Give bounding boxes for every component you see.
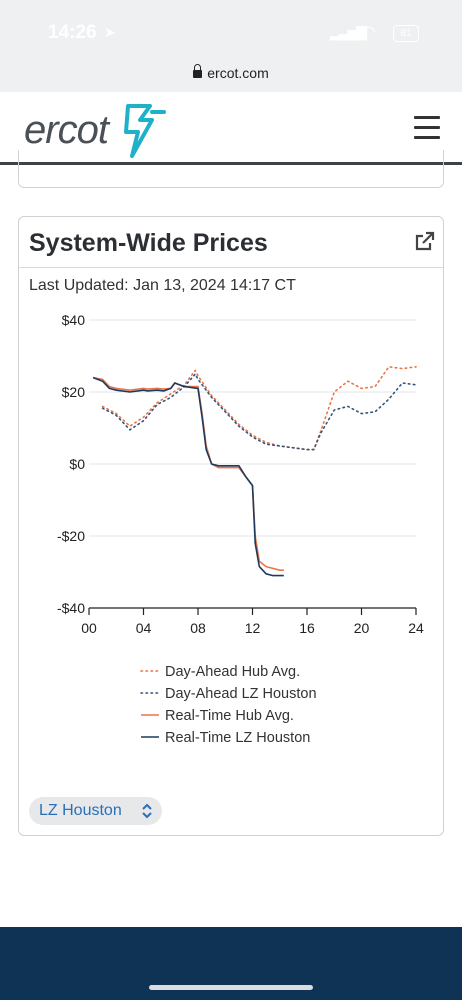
legend-label: Day-Ahead Hub Avg.: [165, 664, 300, 680]
zone-selector-value: LZ Houston: [39, 802, 122, 819]
site-header: [0, 92, 462, 165]
y-tick-label: $0: [69, 456, 85, 472]
x-tick-label: 12: [245, 620, 261, 636]
card-header: System-Wide Prices: [19, 217, 443, 268]
x-tick-label: 20: [354, 620, 370, 636]
home-indicator[interactable]: [149, 985, 313, 990]
address-bar[interactable]: ercot.com: [0, 62, 462, 92]
ercot-logo[interactable]: ercot: [24, 108, 109, 152]
legend-label: Day-Ahead LZ Houston: [165, 686, 317, 702]
card-title: System-Wide Prices: [29, 229, 268, 257]
x-tick-label: 16: [299, 620, 315, 636]
wifi-icon: ◠: [362, 24, 376, 41]
last-updated-text: Last Updated: Jan 13, 2024 14:17 CT: [29, 277, 296, 294]
series-line-4: [92, 376, 284, 577]
cellular-signal-icon: ▂▃▅▇: [330, 24, 367, 40]
status-time: 14:26: [48, 22, 97, 43]
x-tick-label: 24: [408, 620, 424, 636]
lock-icon: [193, 64, 203, 78]
x-tick-label: 00: [81, 620, 97, 636]
url-text: ercot.com: [207, 65, 269, 81]
x-tick-label: 04: [136, 620, 152, 636]
zone-selector[interactable]: LZ Houston: [29, 797, 162, 825]
battery-icon: 81: [393, 25, 419, 42]
legend-label: Real-Time LZ Houston: [165, 730, 310, 746]
previous-card-bottom: [18, 150, 444, 188]
status-bar: 14:26 ➤ ▂▃▅▇ ◠ 81: [0, 0, 462, 62]
ercot-bolt-logo-icon: [124, 104, 166, 158]
chevron-up-down-icon: [142, 803, 152, 819]
y-tick-label: $20: [62, 384, 86, 400]
x-tick-label: 08: [190, 620, 206, 636]
y-tick-label: -$20: [57, 528, 85, 544]
series-line-2: [101, 373, 417, 451]
price-chart: $40 $20 $0 -$20 -$40 00 04 08 12 16 20 24 Day-Ahead …: [57, 312, 424, 746]
legend-label: Real-Time Hub Avg.: [165, 708, 294, 724]
system-wide-prices-card: System-Wide Prices Last Updated: Jan 13,…: [18, 216, 444, 836]
location-arrow-icon: ➤: [104, 24, 116, 40]
menu-hamburger-icon[interactable]: [414, 116, 440, 139]
y-tick-label: -$40: [57, 600, 85, 616]
external-link-icon[interactable]: [415, 231, 435, 251]
y-tick-label: $40: [62, 312, 86, 328]
series-line-1: [101, 366, 417, 451]
